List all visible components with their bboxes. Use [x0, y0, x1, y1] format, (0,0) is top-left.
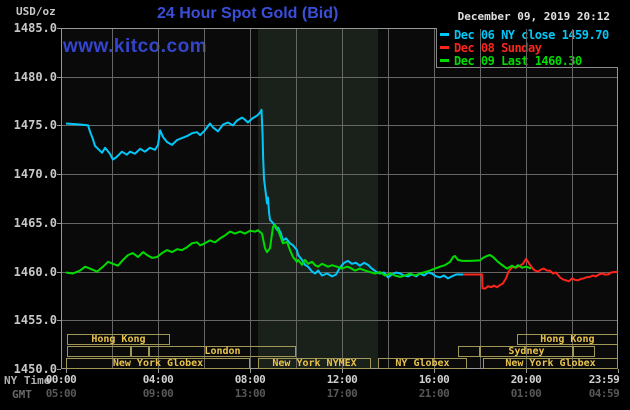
grid-line-vertical [526, 29, 527, 368]
legend-dash-icon [440, 59, 449, 62]
grid-line-vertical [250, 29, 251, 368]
grid-line-horizontal [62, 76, 617, 78]
x-axis-tick-label-ny: 00:00 [45, 373, 77, 386]
grid-line-horizontal [62, 271, 617, 273]
grid-line-horizontal [62, 320, 617, 322]
market-session-box [131, 346, 150, 357]
y-axis-tick-label: 1455.0 [13, 313, 57, 328]
x-axis-tick-label-gmt: 13:00 [234, 387, 266, 400]
x-axis-tick-label-gmt: 05:00 [45, 387, 77, 400]
market-session-box [572, 346, 595, 357]
x-axis-row-label-ny-time: NY Time [4, 374, 51, 387]
legend-dash-icon [440, 46, 449, 49]
market-session-box: London [149, 346, 296, 357]
grid-line-horizontal [62, 125, 617, 127]
x-axis-tick [250, 369, 251, 373]
x-axis-tick [618, 369, 619, 373]
grid-line-vertical [434, 29, 435, 368]
x-axis-tick-label-gmt: 09:00 [142, 387, 174, 400]
x-axis-tick [158, 369, 159, 373]
grid-line-vertical [572, 29, 573, 368]
page-title: 24 Hour Spot Gold (Bid) [157, 5, 339, 22]
y-axis-units-label: USD/oz [16, 5, 56, 18]
market-session-box: New York Globex [482, 358, 618, 369]
kitco-watermark: www.kitco.com [63, 36, 208, 57]
y-axis-tick-label: 1450.0 [13, 362, 57, 376]
market-session-box: New York NYMEX [258, 358, 371, 369]
x-axis-tick-label-gmt: 17:00 [326, 387, 358, 400]
y-axis-tick-label: 1465.0 [13, 215, 57, 230]
x-axis-tick-label-ny: 20:00 [510, 373, 542, 386]
legend-dash-icon [440, 33, 449, 36]
grid-line-horizontal [62, 222, 617, 224]
market-session-box [457, 346, 480, 357]
market-session-box: New York Globex [66, 358, 250, 369]
x-axis-tick-label-ny: 12:00 [326, 373, 358, 386]
grid-line-vertical [296, 29, 297, 368]
x-axis-tick [342, 369, 343, 373]
x-axis-tick-label-ny: 16:00 [418, 373, 450, 386]
grid-line-vertical [388, 29, 389, 368]
y-axis-tick [57, 320, 61, 322]
x-axis-tick-label-ny: 04:00 [142, 373, 174, 386]
x-axis-tick-label-gmt: 21:00 [418, 387, 450, 400]
y-axis-tick [57, 271, 61, 273]
y-axis-tick [57, 76, 61, 78]
market-session-box: NY Globex [378, 358, 467, 369]
datetime-label: December 09, 2019 20:12 [457, 10, 610, 23]
legend-label: Dec 08 Sunday [454, 40, 542, 55]
y-axis-tick [57, 125, 61, 127]
grid-line-vertical [480, 29, 481, 368]
y-axis-tick-label: 1475.0 [13, 118, 57, 133]
nymex-session-shading [258, 29, 379, 368]
legend-label: Dec 06 NY close 1459.70 [454, 27, 609, 42]
y-axis-tick [57, 222, 61, 224]
grid-line-vertical [112, 29, 113, 368]
grid-line-vertical [204, 29, 205, 368]
y-axis-tick-label: 1470.0 [13, 167, 57, 182]
x-axis-row-label-gmt: GMT [12, 388, 32, 401]
x-axis-tick [526, 369, 527, 373]
legend-item: Dec 06 NY close 1459.70 [437, 27, 618, 42]
market-session-box: Hong Kong [516, 334, 618, 345]
market-session-box [66, 346, 132, 357]
x-axis-tick [66, 369, 67, 373]
y-axis-tick [57, 369, 61, 370]
x-axis-tick-label-ny: 23:59 [588, 373, 620, 386]
y-axis-tick-label: 1480.0 [13, 69, 57, 84]
market-session-box: Hong Kong [66, 334, 170, 345]
x-axis-tick [434, 369, 435, 373]
y-axis-tick-label: 1485.0 [13, 21, 57, 35]
legend-item: Dec 08 Sunday [437, 40, 618, 55]
y-axis-tick-label: 1460.0 [13, 264, 57, 279]
legend: Dec 06 NY close 1459.70 Dec 08 Sunday Dec … [436, 28, 618, 68]
y-axis-tick [57, 174, 61, 176]
market-session-box: Sydney [480, 346, 573, 357]
grid-line-vertical [158, 29, 159, 368]
grid-line-vertical [342, 29, 343, 368]
x-axis-tick-label-gmt: 01:00 [510, 387, 542, 400]
x-axis-tick-label-ny: 08:00 [234, 373, 266, 386]
grid-line-horizontal [62, 174, 617, 176]
legend-label: Dec 09 Last 1460.30 [454, 53, 582, 68]
x-axis-tick-label-gmt: 04:59 [588, 387, 620, 400]
legend-item: Dec 09 Last 1460.30 [437, 53, 618, 68]
y-axis-tick [57, 28, 61, 29]
